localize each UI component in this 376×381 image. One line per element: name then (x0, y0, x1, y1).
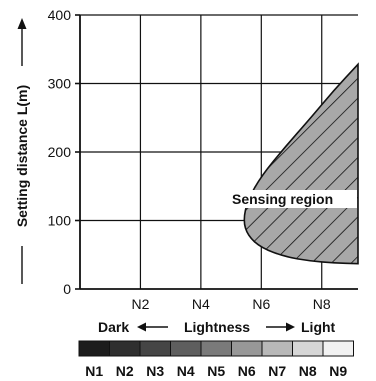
region-label-box: Sensing region (229, 190, 357, 208)
grid-lines (80, 14, 358, 289)
x-tick-label: N8 (313, 296, 331, 312)
light-label: Light (301, 319, 336, 335)
sensing-region-area (243, 62, 359, 265)
scale-label: N6 (238, 363, 256, 379)
scale-swatch (261, 340, 293, 357)
region-label: Sensing region (232, 191, 333, 207)
y-tick-label: 100 (48, 213, 72, 229)
y-tick-label: 300 (48, 76, 72, 92)
x-tick-label: N6 (252, 296, 270, 312)
y-tick-labels: 0 100 200 300 400 (48, 7, 72, 297)
arrow-up-icon (17, 18, 27, 29)
arrow-right-icon (286, 322, 295, 332)
scale-label: N2 (116, 363, 134, 379)
y-tick-label: 200 (48, 144, 72, 160)
scale-swatch (139, 340, 171, 357)
y-tick-label: 0 (63, 281, 71, 297)
scale-swatch (200, 340, 232, 357)
scale-label: N9 (329, 363, 347, 379)
scale-label: N7 (268, 363, 286, 379)
axes (75, 14, 358, 290)
scale-label: N5 (207, 363, 225, 379)
scale-label: N4 (177, 363, 195, 379)
scale-swatch (231, 340, 263, 357)
scale-swatch (292, 340, 324, 357)
scale-label: N3 (146, 363, 164, 379)
lightness-scale: N1 N2 N3 N4 N5 N6 N7 N8 N9 (78, 340, 354, 379)
lightness-label: Lightness (184, 319, 250, 335)
x-tick-label: N4 (192, 296, 210, 312)
scale-swatch (109, 340, 141, 357)
dark-label: Dark (98, 319, 129, 335)
y-axis-title: Setting distance L(m) (14, 18, 30, 284)
scale-label: N8 (299, 363, 317, 379)
scale-label: N1 (85, 363, 103, 379)
scale-swatch (78, 340, 110, 357)
lightness-axis-title: Dark Lightness Light (98, 319, 336, 335)
sensing-region (243, 62, 359, 265)
y-axis-label: Setting distance L(m) (14, 85, 30, 227)
x-tick-labels: N2 N4 N6 N8 (131, 296, 330, 312)
x-tick-label: N2 (131, 296, 149, 312)
y-tick-label: 400 (48, 7, 72, 23)
arrow-left-icon (137, 322, 146, 332)
scale-swatch (322, 340, 354, 357)
scale-swatch (170, 340, 202, 357)
